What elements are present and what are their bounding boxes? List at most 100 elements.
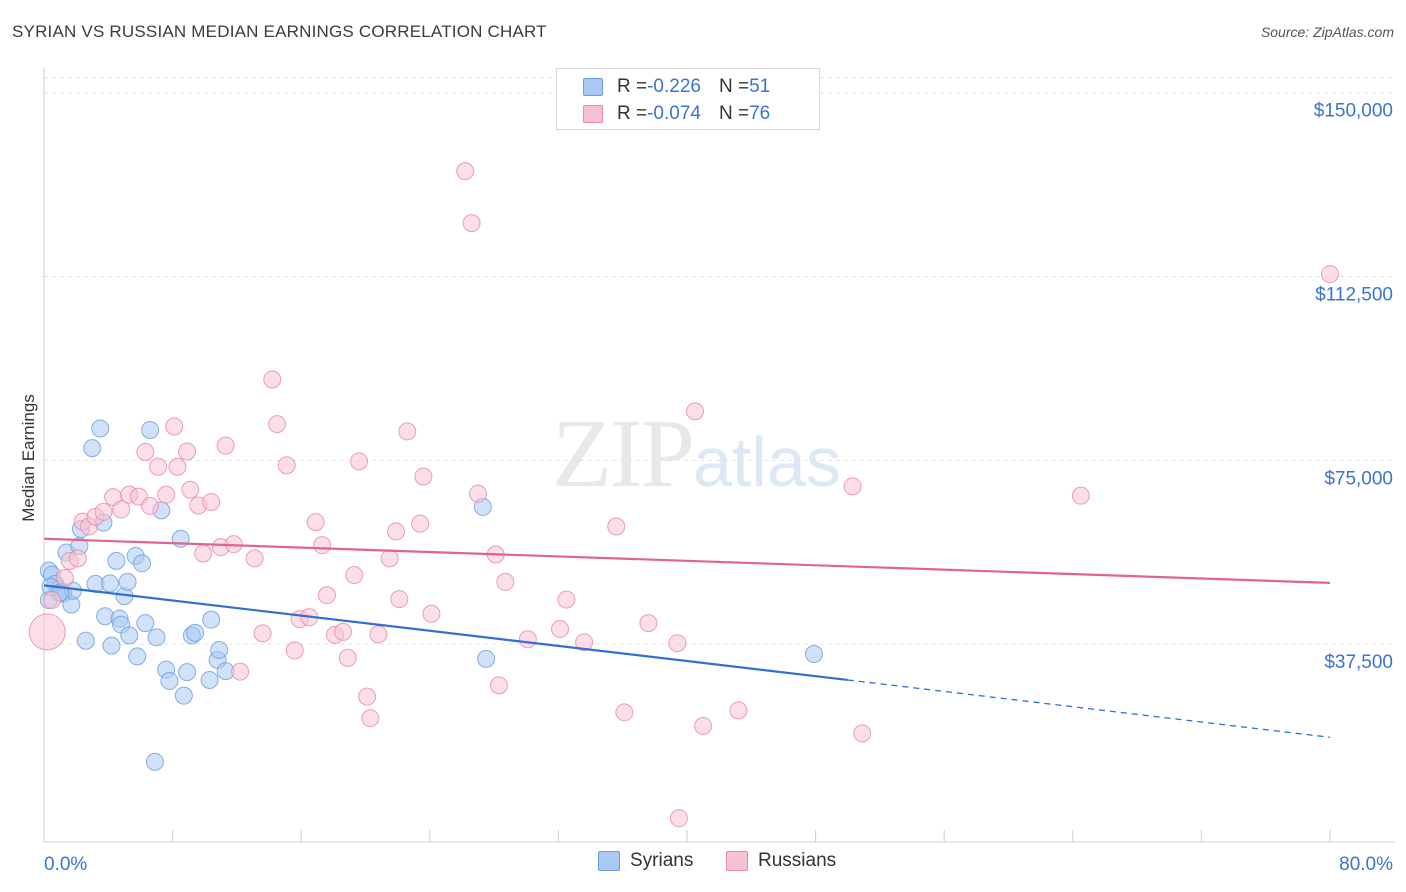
syrians-point	[804, 644, 823, 663]
russians-point	[112, 500, 131, 519]
russians-point	[94, 502, 113, 521]
watermark-atlas: atlas	[693, 423, 841, 501]
syrians-legend-label: Syrians	[630, 850, 694, 871]
russians-r-value: -0.074	[647, 103, 701, 124]
axes	[43, 68, 1395, 843]
syrians-point	[200, 670, 219, 689]
russians-point	[607, 517, 626, 536]
syrians-point	[145, 752, 164, 771]
legend-row-russians: R = -0.074 N = 76	[557, 100, 770, 128]
syrians-point	[210, 641, 229, 660]
syrians-r-value: -0.226	[647, 76, 701, 97]
russians-point	[178, 442, 197, 461]
russians-swatch	[583, 105, 603, 123]
russians-point	[194, 544, 213, 563]
russians-point	[1321, 265, 1339, 284]
bottom-legend-syrians: Syrians	[598, 850, 693, 872]
syrians-point	[160, 671, 179, 690]
russians-point	[263, 370, 282, 389]
russians-point	[575, 633, 594, 652]
russians-point	[245, 549, 264, 568]
russians-point	[285, 641, 304, 660]
russians-n-label: N =	[718, 103, 750, 124]
russians-point	[68, 549, 87, 568]
russians-point	[136, 443, 155, 462]
russians-point	[181, 480, 200, 499]
watermark-zip: ZIP	[552, 400, 695, 508]
russians-point	[345, 566, 364, 585]
russians-point	[518, 630, 537, 649]
syrians-point	[202, 610, 221, 629]
russians-r-label: R =	[617, 103, 648, 124]
trend-lines	[43, 537, 1331, 738]
syrians-point	[76, 631, 95, 650]
syrians-point	[477, 649, 496, 668]
syrians-r-label: R =	[617, 76, 648, 97]
syrians-trend-line	[43, 584, 848, 682]
russians-point	[387, 522, 406, 541]
russians-point	[317, 586, 336, 605]
russians-trend-line	[43, 537, 1331, 585]
russians-point	[350, 452, 369, 471]
russians-point	[55, 569, 74, 587]
y-tick-label: $112,500	[1315, 285, 1393, 306]
syrians-legend-swatch	[598, 851, 620, 871]
russians-point	[422, 604, 441, 623]
russians-point	[313, 536, 332, 555]
tick-labels: $37,500 $75,000 $112,500 $150,000 0.0% 80.0%	[44, 101, 1393, 875]
syrians-point	[102, 636, 121, 655]
russians-point	[369, 625, 388, 644]
data-points	[28, 162, 1339, 828]
russians-legend-swatch	[726, 851, 748, 871]
russians-point	[277, 456, 296, 475]
russians-point	[669, 809, 688, 828]
russians-point	[216, 436, 235, 455]
syrians-point	[136, 614, 155, 633]
syrians-point	[178, 663, 197, 682]
russians-point	[149, 457, 168, 476]
russians-point	[168, 457, 187, 476]
syrians-n-value: 51	[749, 76, 771, 97]
source-label: Source: ZipAtlas.com	[1260, 24, 1394, 40]
syrians-point	[174, 686, 193, 705]
russians-point	[361, 709, 380, 728]
russians-point	[333, 622, 352, 641]
legend-row-syrians: R = -0.226 N = 51	[557, 73, 770, 101]
y-tick-label: $37,500	[1324, 652, 1393, 673]
russians-point	[338, 648, 357, 667]
russians-point	[462, 214, 481, 233]
russians-point	[414, 467, 433, 486]
russians-point	[202, 493, 221, 512]
correlation-legend: R = -0.226 N = 51 R = -0.074 N = 76	[556, 68, 820, 130]
russians-point	[551, 619, 570, 638]
russians-point	[390, 590, 409, 609]
russians-point	[469, 484, 488, 503]
x-tick-label-max: 80.0%	[1339, 854, 1393, 875]
syrians-n-label: N =	[718, 76, 750, 97]
y-axis-label: Median Earnings	[19, 394, 38, 522]
russians-point	[268, 415, 287, 434]
syrians-swatch	[583, 78, 603, 96]
chart-title: SYRIAN VS RUSSIAN MEDIAN EARNINGS CORREL…	[12, 22, 547, 41]
russians-point	[639, 614, 658, 633]
russians-point	[686, 402, 705, 421]
russians-point	[231, 662, 250, 681]
russians-point	[358, 687, 377, 706]
syrians-point	[128, 647, 147, 666]
watermark: ZIPatlas	[552, 398, 841, 510]
y-tick-label: $150,000	[1314, 101, 1393, 122]
x-tick-label-min: 0.0%	[44, 854, 87, 875]
russians-point	[165, 417, 184, 436]
russians-point	[694, 717, 713, 736]
y-tick-label: $75,000	[1324, 468, 1393, 489]
russians-point	[615, 703, 634, 722]
russians-point	[253, 624, 272, 643]
russians-point	[729, 701, 748, 720]
syrians-point	[141, 420, 160, 439]
bottom-legend-russians: Russians	[726, 850, 836, 872]
syrians-point	[100, 574, 119, 593]
russians-point	[411, 514, 430, 533]
russians-point	[668, 634, 687, 653]
russians-legend-label: Russians	[758, 850, 837, 871]
